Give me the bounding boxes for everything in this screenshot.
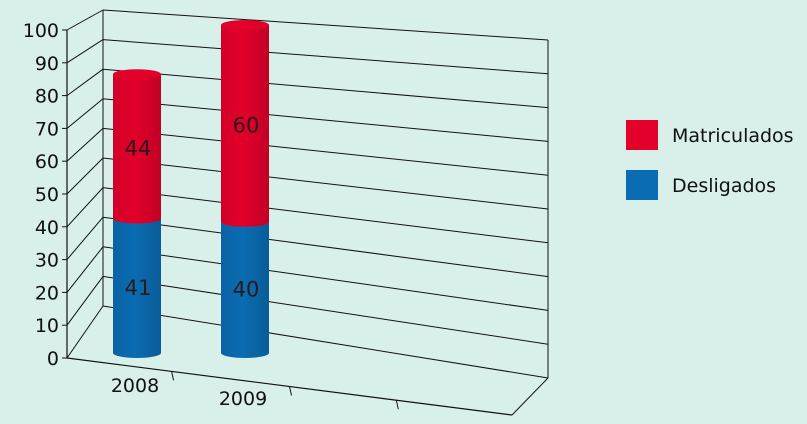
y-tick-label: 70 (35, 118, 59, 140)
side-gridline (66, 9, 104, 31)
y-tick-label: 80 (35, 86, 59, 108)
side-gridline (66, 39, 104, 64)
data-label: 40 (233, 277, 260, 301)
bar-segment-matriculados: 60 (221, 20, 269, 227)
back-gridline (102, 68, 549, 109)
data-label: 44 (125, 136, 152, 160)
back-wall (103, 10, 548, 376)
back-gridline (102, 305, 549, 379)
back-gridline (102, 98, 549, 142)
y-tick-label: 40 (35, 217, 59, 239)
cylinder-top (221, 20, 269, 30)
back-gridline (102, 246, 549, 311)
y-tick-label: 100 (23, 20, 59, 42)
bars: 41 44 40 60 (113, 20, 269, 358)
y-tick-label: 60 (35, 151, 59, 173)
side-gridline (66, 305, 104, 359)
side-gridline (66, 68, 104, 97)
x-tick-mark (395, 400, 399, 410)
x-category-label: 2008 (111, 375, 159, 397)
side-gridline (66, 157, 104, 195)
back-gridline (102, 127, 549, 176)
data-label: 41 (125, 276, 152, 300)
data-label: 60 (233, 113, 260, 137)
side-gridline (66, 246, 104, 293)
side-gridline (66, 98, 104, 129)
x-axis-categories: 2008 2009 (111, 371, 399, 410)
legend: Matriculados Desligados (626, 120, 794, 200)
side-gridline (66, 187, 104, 228)
x-tick-mark (171, 371, 175, 381)
side-gridline (66, 216, 104, 260)
bar-segment-matriculados: 44 (113, 69, 161, 224)
cylinder-body (221, 25, 269, 227)
floor-right-edge (511, 377, 549, 416)
y-tick-label: 10 (35, 315, 59, 337)
y-tick-label: 0 (47, 348, 59, 370)
y-axis-ticks: 0 10 20 30 40 50 60 70 80 90 100 (23, 20, 67, 370)
legend-swatch (626, 170, 658, 200)
bar-segment-desligados: 41 (113, 213, 161, 358)
back-gridline (102, 9, 549, 41)
back-gridline (102, 216, 549, 278)
cylinder-body (113, 74, 161, 224)
back-gridline (102, 157, 549, 210)
y-tick-label: 30 (35, 250, 59, 272)
grid-lines (66, 9, 549, 379)
back-gridline (102, 275, 549, 345)
back-gridline (102, 187, 549, 244)
y-tick-label: 90 (35, 53, 59, 75)
legend-label: Desligados (672, 175, 776, 197)
y-tick-label: 20 (35, 282, 59, 304)
cylinder-body (221, 221, 269, 358)
x-category-label: 2009 (219, 388, 267, 410)
legend-swatch (626, 120, 658, 150)
side-gridline (66, 276, 104, 326)
cylinder-body (113, 218, 161, 358)
bar-segment-desligados: 40 (221, 216, 269, 358)
y-tick-label: 50 (35, 184, 59, 206)
legend-label: Matriculados (672, 125, 794, 147)
x-tick-mark (289, 386, 292, 396)
back-gridline (102, 39, 549, 75)
side-gridline (66, 128, 104, 162)
cylinder-top (113, 69, 161, 80)
